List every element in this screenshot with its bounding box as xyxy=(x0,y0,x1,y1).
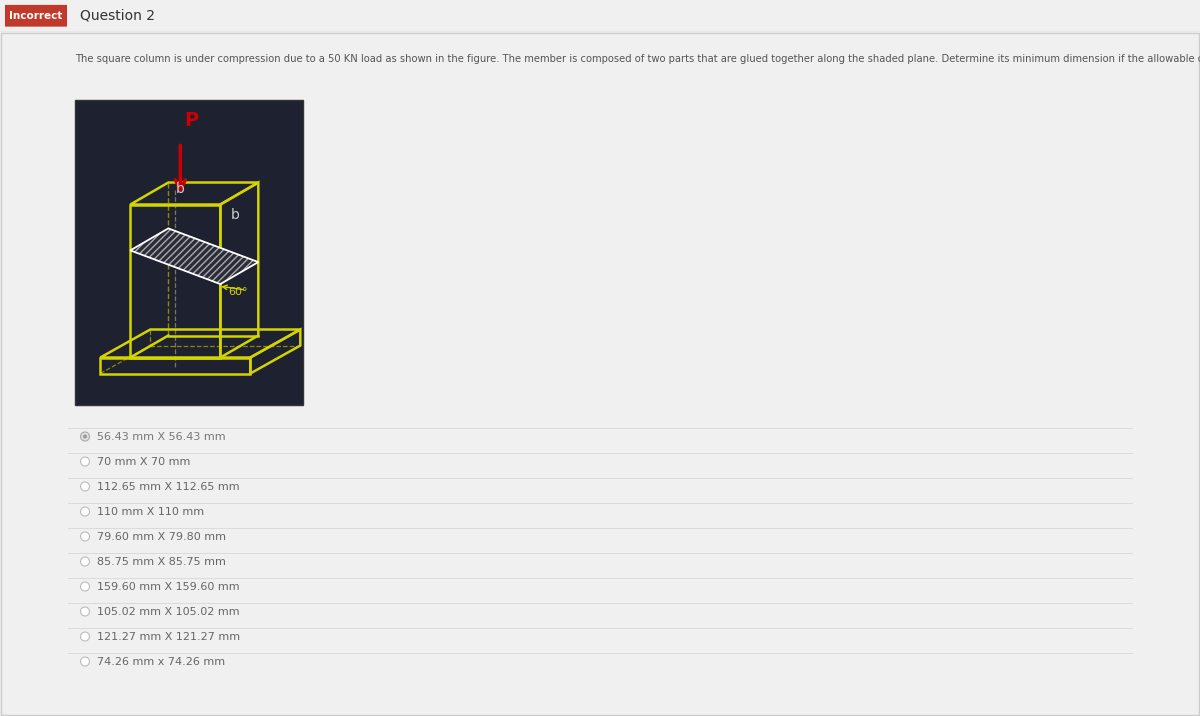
Text: Question 2: Question 2 xyxy=(80,9,155,23)
Bar xyxy=(74,100,302,405)
Text: 74.26 mm x 74.26 mm: 74.26 mm x 74.26 mm xyxy=(97,657,226,667)
Text: 110 mm X 110 mm: 110 mm X 110 mm xyxy=(97,506,204,516)
Text: b: b xyxy=(176,181,185,195)
Text: 121.27 mm X 121.27 mm: 121.27 mm X 121.27 mm xyxy=(97,632,240,642)
FancyBboxPatch shape xyxy=(5,5,67,26)
Text: 79.60 mm X 79.80 mm: 79.60 mm X 79.80 mm xyxy=(97,531,226,541)
Circle shape xyxy=(80,532,90,541)
Circle shape xyxy=(80,632,90,641)
Text: Incorrect: Incorrect xyxy=(10,11,62,21)
Circle shape xyxy=(80,582,90,591)
Text: 105.02 mm X 105.02 mm: 105.02 mm X 105.02 mm xyxy=(97,606,240,616)
Text: 56.43 mm X 56.43 mm: 56.43 mm X 56.43 mm xyxy=(97,432,226,442)
Text: b: b xyxy=(230,208,239,221)
Circle shape xyxy=(83,435,88,438)
Circle shape xyxy=(80,482,90,491)
Circle shape xyxy=(80,657,90,666)
Text: 70 mm X 70 mm: 70 mm X 70 mm xyxy=(97,457,191,467)
Circle shape xyxy=(80,432,90,441)
Text: 159.60 mm X 159.60 mm: 159.60 mm X 159.60 mm xyxy=(97,581,240,591)
Polygon shape xyxy=(131,228,258,284)
Text: 112.65 mm X 112.65 mm: 112.65 mm X 112.65 mm xyxy=(97,481,240,491)
Text: P: P xyxy=(185,110,198,130)
Text: 85.75 mm X 85.75 mm: 85.75 mm X 85.75 mm xyxy=(97,556,226,566)
Circle shape xyxy=(80,507,90,516)
Circle shape xyxy=(80,607,90,616)
Text: 60°: 60° xyxy=(228,287,248,297)
Text: The square column is under compression due to a 50 KN load as shown in the figur: The square column is under compression d… xyxy=(74,54,1200,64)
Circle shape xyxy=(80,557,90,566)
Circle shape xyxy=(80,457,90,466)
